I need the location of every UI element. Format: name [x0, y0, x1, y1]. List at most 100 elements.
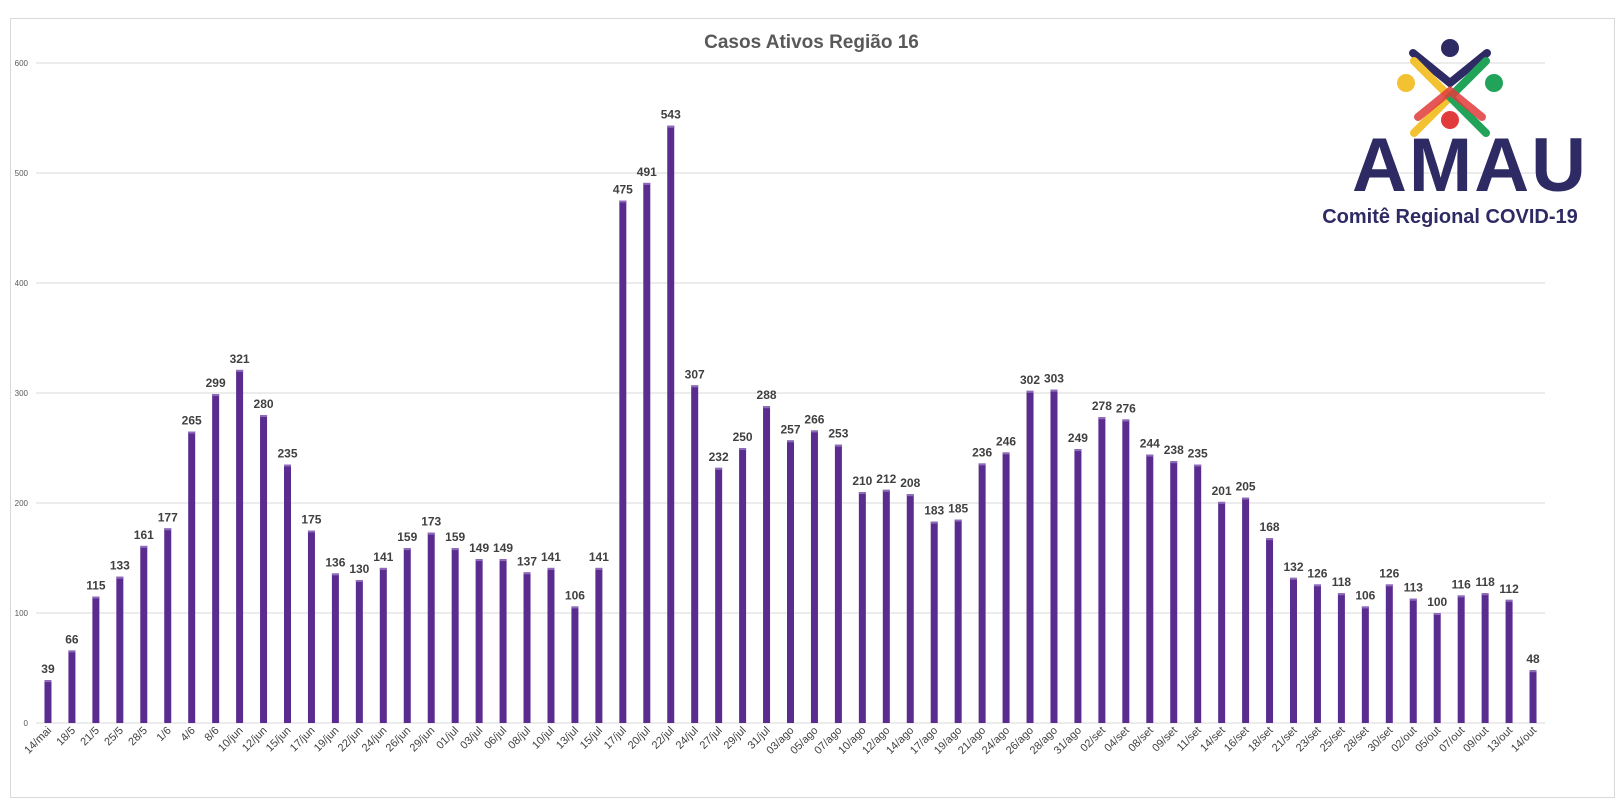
bar-highlight — [116, 576, 124, 579]
bar-highlight — [212, 394, 220, 397]
data-label: 250 — [733, 430, 753, 444]
data-label: 212 — [876, 472, 896, 486]
x-tick-label: 15/jul — [578, 725, 605, 752]
x-tick-label: 21/set — [1270, 725, 1300, 755]
bar — [116, 576, 124, 723]
data-label: 118 — [1475, 575, 1495, 589]
amau-logo — [1397, 39, 1503, 137]
bar-highlight — [331, 573, 339, 576]
bar-highlight — [475, 559, 483, 562]
bars — [44, 125, 1537, 723]
x-tick-label: 27/jul — [698, 725, 725, 752]
bar-highlight — [164, 528, 172, 531]
data-label: 183 — [924, 504, 944, 518]
bar — [619, 200, 627, 723]
bar-highlight — [1242, 497, 1250, 500]
x-tick-label: 14/out — [1509, 725, 1539, 755]
bar-highlight — [810, 430, 818, 433]
bar-highlight — [1505, 599, 1513, 602]
bar — [355, 580, 363, 723]
bar — [1337, 593, 1345, 723]
data-label: 265 — [182, 414, 202, 428]
bar — [1457, 595, 1465, 723]
bar-highlight — [667, 125, 675, 128]
data-label: 149 — [469, 541, 489, 555]
x-tick-label: 08/set — [1126, 725, 1156, 755]
x-tick-label: 23/set — [1294, 725, 1324, 755]
data-label: 266 — [804, 412, 824, 426]
data-label: 132 — [1283, 560, 1303, 574]
x-tick-label: 20/jul — [626, 725, 653, 752]
bar-highlight — [1481, 593, 1489, 596]
bar — [715, 467, 723, 723]
x-tick-label: 13/jul — [554, 725, 581, 752]
data-label: 246 — [996, 434, 1016, 448]
data-label: 141 — [589, 550, 609, 564]
bar-highlight — [1337, 593, 1345, 596]
data-label: 276 — [1116, 401, 1136, 415]
bar-highlight — [1026, 390, 1034, 393]
bar — [427, 532, 435, 723]
x-tick-label: 14/mai — [22, 725, 54, 757]
data-label: 491 — [637, 165, 657, 179]
data-label: 177 — [158, 510, 178, 524]
x-tick-label: 29/jun — [408, 725, 438, 755]
x-tick-label: 1/6 — [155, 725, 174, 744]
bar — [1194, 464, 1202, 723]
data-label: 238 — [1164, 443, 1184, 457]
bar-highlight — [499, 559, 507, 562]
bar — [44, 680, 52, 723]
bar — [451, 548, 459, 723]
logo-emblem-icon — [1397, 39, 1503, 137]
bar — [954, 519, 962, 723]
bar — [284, 464, 291, 723]
bar-highlight — [1457, 595, 1465, 598]
data-label: 232 — [709, 450, 729, 464]
bar-highlight — [882, 489, 890, 492]
x-tick-label: 18/5 — [54, 725, 78, 749]
data-label: 201 — [1212, 484, 1232, 498]
bar — [475, 559, 483, 723]
bar — [1074, 449, 1082, 723]
bar-highlight — [92, 596, 100, 599]
x-tick-label: 22/jul — [650, 725, 677, 752]
bar — [978, 463, 986, 723]
bar — [547, 567, 555, 723]
data-label: 278 — [1092, 399, 1112, 413]
data-label: 130 — [349, 562, 369, 576]
y-tick-label: 500 — [15, 169, 29, 178]
bar-highlight — [1529, 670, 1537, 673]
x-tick-label: 09/set — [1150, 725, 1180, 755]
data-label: 133 — [110, 559, 130, 573]
x-tick-label: 16/set — [1222, 725, 1252, 755]
bar — [68, 650, 76, 723]
y-tick-label: 600 — [15, 59, 29, 68]
data-label: 175 — [301, 513, 321, 527]
x-tick-label: 03/jul — [458, 725, 485, 752]
bar-highlight — [68, 650, 76, 653]
x-tick-label: 17/jul — [602, 725, 629, 752]
x-tick-label: 4/6 — [179, 725, 198, 744]
bar-highlight — [1361, 606, 1369, 609]
x-tick-label: 05/out — [1413, 725, 1443, 755]
bar-highlight — [1146, 454, 1154, 457]
bar — [1242, 497, 1250, 723]
x-tick-label: 10/jul — [530, 725, 557, 752]
bar — [260, 415, 268, 723]
bar — [1505, 599, 1513, 723]
x-tick-label: 31/ago — [1052, 725, 1084, 757]
bar-highlight — [763, 406, 771, 409]
data-label: 126 — [1307, 566, 1327, 580]
bar — [643, 182, 651, 723]
bar — [1218, 501, 1226, 723]
bar — [379, 567, 387, 723]
bar — [1361, 606, 1369, 723]
data-label: 302 — [1020, 373, 1040, 387]
data-label: 244 — [1140, 437, 1160, 451]
data-label: 299 — [206, 376, 226, 390]
data-label: 257 — [780, 422, 800, 436]
data-label: 208 — [900, 476, 920, 490]
bar — [1481, 593, 1489, 723]
data-label: 235 — [277, 447, 297, 461]
bar-highlight — [1122, 419, 1130, 422]
